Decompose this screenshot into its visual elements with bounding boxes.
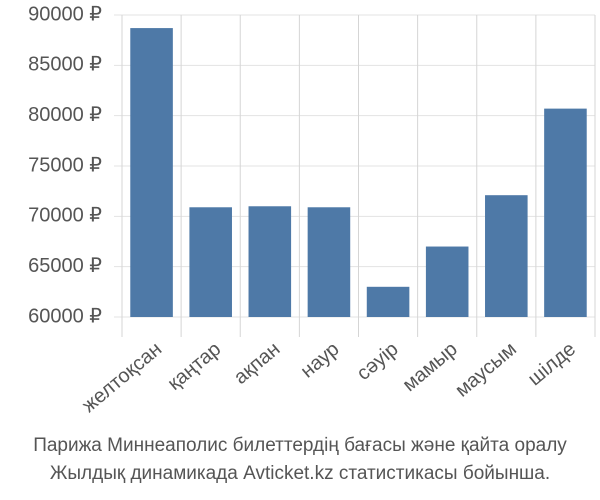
- y-tick-label: 75000 ₽: [28, 154, 102, 176]
- bar: [130, 28, 173, 317]
- x-tick-label: наур: [297, 338, 344, 382]
- bar: [544, 108, 587, 318]
- x-tick-label: шілде: [524, 338, 580, 390]
- bar: [366, 286, 410, 317]
- bar: [425, 246, 469, 317]
- x-tick-label: сәуір: [353, 338, 403, 385]
- y-tick-label: 60000 ₽: [28, 305, 102, 327]
- x-tick-label: маусым: [451, 338, 521, 401]
- caption: Парижа Миннеаполис билеттердің бағасы жә…: [33, 435, 567, 456]
- y-tick-label: 80000 ₽: [28, 104, 102, 126]
- bar: [485, 195, 528, 317]
- x-tick-label: қаңтар: [164, 338, 226, 395]
- y-tick-label: 65000 ₽: [28, 255, 102, 277]
- bar: [189, 207, 232, 317]
- bar: [307, 207, 351, 317]
- y-tick-label: 90000 ₽: [28, 3, 102, 25]
- y-tick-label: 85000 ₽: [28, 54, 102, 76]
- caption: Жылдық динамикада Avticket.kz статистика…: [50, 463, 550, 484]
- y-tick-label: 70000 ₽: [28, 205, 102, 227]
- x-tick-label: ақпан: [230, 338, 285, 389]
- x-tick-label: желтоқсан: [78, 338, 166, 417]
- bar: [248, 206, 292, 317]
